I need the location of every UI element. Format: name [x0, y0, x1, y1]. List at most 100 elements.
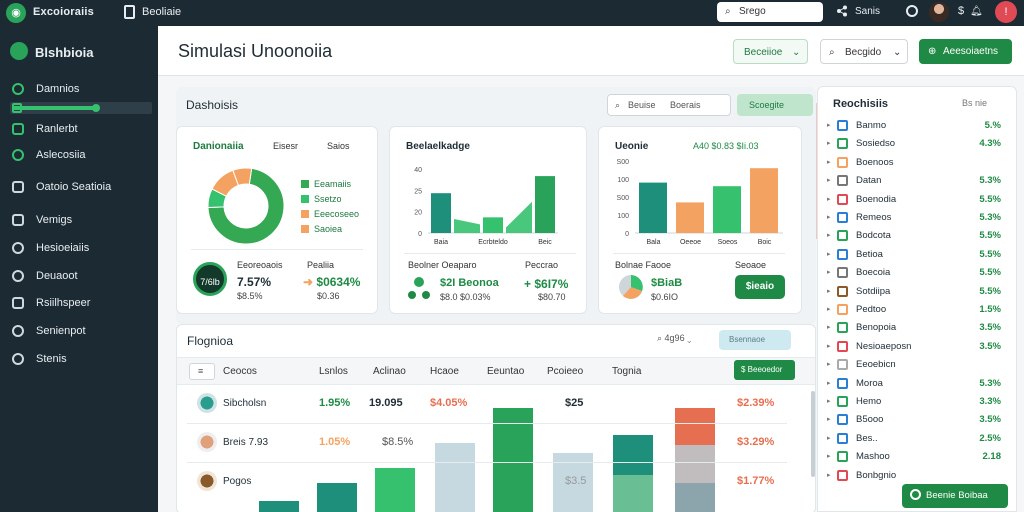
bar[interactable]	[483, 217, 503, 233]
bar[interactable]	[713, 186, 741, 233]
chevron-right-icon[interactable]: ▸	[827, 269, 831, 277]
help-icon[interactable]	[906, 5, 918, 17]
section-dropdown[interactable]: Beceiioe ⌄	[733, 39, 808, 64]
sidebar-item-5[interactable]: Hesioeiaiis	[0, 239, 158, 257]
chevron-right-icon[interactable]: ▸	[827, 471, 831, 479]
chevron-right-icon[interactable]: ▸	[827, 122, 831, 129]
select-all-checkbox[interactable]: ≡	[189, 363, 215, 380]
list-item[interactable]: ▸ Benopoia 3.5%	[818, 321, 1016, 337]
list-item[interactable]: ▸ Moroa 5.3%	[818, 377, 1016, 393]
table-action-button[interactable]: $ Beeoedor	[734, 360, 795, 380]
chevron-right-icon[interactable]: ▸	[827, 361, 831, 369]
share-label[interactable]: Sanis	[855, 6, 881, 17]
bar[interactable]	[431, 193, 451, 233]
row-name[interactable]: Breis 7.93	[223, 437, 269, 448]
document-label[interactable]: Beoliaie	[142, 6, 182, 18]
bar[interactable]	[750, 168, 778, 233]
table-tools[interactable]: ⌕ 4g96 ⌄	[657, 333, 692, 343]
currency-icon[interactable]: $	[958, 5, 965, 17]
sidebar-item-2[interactable]: Aslecosiia	[0, 146, 158, 164]
chevron-right-icon[interactable]: ▸	[827, 306, 831, 313]
row-name[interactable]: Sibcholsn	[223, 398, 267, 409]
column-header[interactable]: Lsnlos	[319, 366, 348, 377]
list-item[interactable]: ▸ Remeos 5.3%	[818, 211, 1016, 227]
list-item[interactable]: ▸ Datan 5.3%	[818, 174, 1016, 190]
column-header[interactable]: Hcaoe	[430, 366, 459, 377]
user-avatar[interactable]	[929, 2, 949, 22]
brand-logo-icon[interactable]: ◉	[6, 3, 26, 23]
sidebar-item-9[interactable]: Stenis	[0, 350, 158, 368]
list-item[interactable]: ▸ Sosiedso 4.3%	[818, 137, 1016, 153]
column-header[interactable]: Pcoieeo	[547, 366, 584, 377]
cell-value: $4.05%	[430, 397, 468, 409]
sidebar-progress[interactable]	[10, 102, 152, 114]
row-name[interactable]: Pogos	[223, 476, 252, 487]
list-item[interactable]: ▸ Pedtoo 1.5%	[818, 303, 1016, 319]
bar[interactable]	[535, 176, 555, 233]
chevron-right-icon[interactable]: ▸	[827, 453, 831, 461]
background-bar	[493, 408, 533, 512]
bar[interactable]	[676, 202, 704, 233]
item-icon	[837, 304, 848, 315]
sidebar-item-3[interactable]: Oatoio Seatioia	[0, 178, 158, 196]
chevron-right-icon[interactable]: ▸	[827, 398, 831, 405]
chevron-right-icon[interactable]: ▸	[827, 140, 831, 148]
bell-icon[interactable]: 🔔︎	[970, 6, 983, 17]
bar[interactable]	[639, 182, 667, 233]
list-item[interactable]: ▸ B5ooo 3.5%	[818, 413, 1016, 429]
chevron-right-icon[interactable]: ▸	[827, 416, 831, 424]
column-header[interactable]: Aclinao	[373, 366, 406, 377]
item-percent: 5.5%	[979, 193, 1001, 205]
sidebar-item-7[interactable]: Rsiilhspeer	[0, 294, 158, 312]
pie-slice[interactable]	[207, 167, 285, 245]
progress-handle[interactable]	[92, 104, 100, 112]
dashboard-search[interactable]: ⌕ Beuise Boerais	[607, 94, 731, 116]
chevron-right-icon[interactable]: ▸	[827, 287, 831, 295]
list-item[interactable]: ▸ Banmo 5.%	[818, 119, 1016, 135]
list-item[interactable]: ▸ Hemo 3.3%	[818, 395, 1016, 411]
chevron-right-icon[interactable]: ▸	[827, 250, 831, 258]
list-item[interactable]: ▸ Boenoos	[818, 156, 1016, 172]
right-panel-filter[interactable]: Bs nie	[962, 98, 988, 108]
dashboard-action-button[interactable]: Scoegite	[737, 94, 813, 116]
table-toggle-button[interactable]: Bsennaoe	[719, 330, 791, 350]
chevron-right-icon[interactable]: ▸	[827, 177, 831, 185]
column-header[interactable]: Eeuntao	[487, 366, 525, 377]
list-item[interactable]: ▸ Betioa 5.5%	[818, 248, 1016, 264]
list-item[interactable]: ▸ Bonbgnio	[818, 469, 1016, 485]
primary-action-button[interactable]: ⊕ Aeesoiaetns	[919, 39, 1012, 64]
sidebar-item-1[interactable]: Ranlerbt	[0, 120, 158, 138]
filter-dropdown[interactable]: ⌕ Becgido ⌄	[820, 39, 908, 64]
list-item[interactable]: ▸ Mashoo 2.18	[818, 450, 1016, 466]
list-item[interactable]: ▸ Bes.. 2.5%	[818, 432, 1016, 448]
share-icon[interactable]	[836, 5, 848, 17]
card-action-button[interactable]: $ieaio	[735, 275, 785, 299]
chevron-down-icon: ⌄	[893, 47, 902, 58]
sidebar-item-6[interactable]: Deuaoot	[0, 267, 158, 285]
scrollbar[interactable]	[811, 391, 815, 477]
chevron-right-icon[interactable]: ▸	[827, 324, 831, 332]
chevron-right-icon[interactable]: ▸	[827, 195, 831, 203]
list-item[interactable]: ▸ Boenodia 5.5%	[818, 193, 1016, 209]
sidebar-item-4[interactable]: Vemigs	[0, 211, 158, 229]
column-header[interactable]: Ceocos	[223, 366, 257, 377]
chevron-right-icon[interactable]: ▸	[827, 214, 831, 221]
list-item[interactable]: ▸ Boecoia 5.5%	[818, 266, 1016, 282]
sidebar-item-0[interactable]: Damnios	[0, 80, 158, 98]
column-header[interactable]: Tognia	[612, 366, 642, 377]
sidebar-item-8[interactable]: Senienpot	[0, 322, 158, 340]
divider	[191, 249, 363, 250]
top-search-box[interactable]: ⌕ Srego	[717, 2, 823, 22]
list-item[interactable]: ▸ Sotdiipa 5.5%	[818, 285, 1016, 301]
document-icon[interactable]	[124, 5, 135, 19]
notification-badge[interactable]: !	[995, 1, 1017, 23]
list-item[interactable]: ▸ Eeoebicn	[818, 358, 1016, 374]
list-item[interactable]: ▸ Nesioaeposn 3.5%	[818, 340, 1016, 356]
chevron-right-icon[interactable]: ▸	[827, 379, 831, 387]
list-item[interactable]: ▸ Bodcota 5.5%	[818, 229, 1016, 245]
chevron-right-icon[interactable]: ▸	[827, 434, 831, 442]
chevron-right-icon[interactable]: ▸	[827, 342, 831, 350]
chevron-right-icon[interactable]: ▸	[827, 158, 831, 166]
cta-button[interactable]: Beenie Boibaa	[902, 484, 1008, 508]
chevron-right-icon[interactable]: ▸	[827, 232, 831, 240]
